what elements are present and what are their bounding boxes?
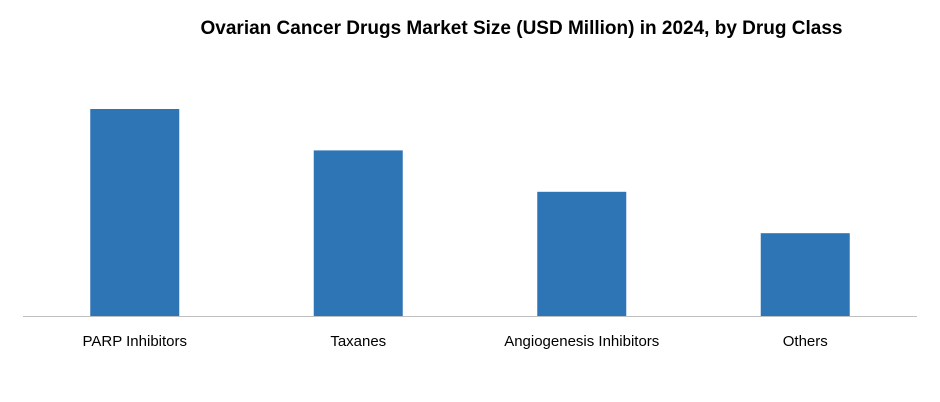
chart-title: Ovarian Cancer Drugs Market Size (USD Mi… (200, 18, 843, 39)
bar-taxanes (313, 150, 403, 316)
category-label-others: Others (783, 333, 828, 350)
category-label-angiogenesis-inhibitors: Angiogenesis Inhibitors (504, 333, 659, 350)
bar-angiogenesis-inhibitors (537, 191, 627, 316)
category-label-parp-inhibitors: PARP Inhibitors (83, 333, 188, 350)
bar-parp-inhibitors (90, 109, 180, 316)
category-labels-group: PARP Inhibitors Taxanes Angiogenesis Inhib… (83, 333, 828, 350)
bars-group (90, 109, 850, 316)
category-label-taxanes: Taxanes (330, 333, 386, 350)
bar-others (760, 233, 850, 316)
